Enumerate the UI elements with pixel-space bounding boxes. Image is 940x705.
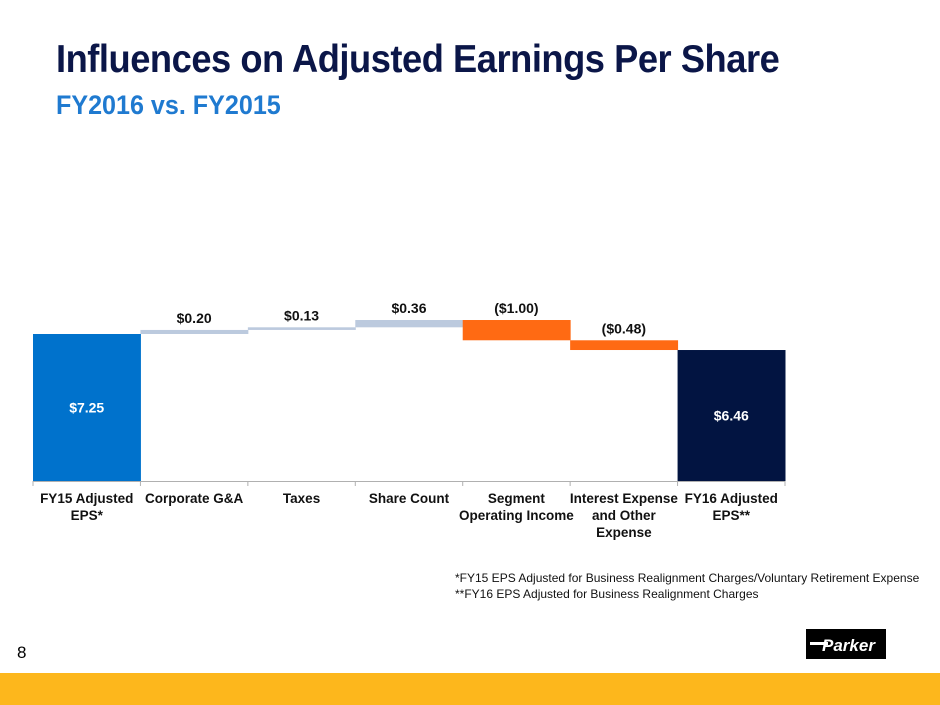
waterfall-chart: $7.25 FY15 Adjusted EPS* $0.20 Corporate G&A…: [32, 300, 786, 540]
parker-logo-text: Parker: [822, 636, 876, 655]
bar-1: [140, 329, 249, 334]
category-label-4-line-1: Operating Income: [459, 508, 574, 523]
bar-5: [570, 340, 679, 351]
data-label-1: $0.20: [177, 310, 212, 326]
category-label-5-line-2: Expense: [596, 525, 652, 540]
data-label-6: $6.46: [714, 408, 749, 424]
category-label-0: FY15 Adjusted: [40, 491, 133, 506]
footnote-fy15: *FY15 EPS Adjusted for Business Realignm…: [455, 571, 920, 585]
footer-band: [0, 673, 940, 705]
category-label-5: Interest Expense: [570, 491, 679, 506]
bar-4: [462, 320, 571, 341]
data-label-4: ($1.00): [494, 300, 538, 316]
slide-subtitle: FY2016 vs. FY2015: [56, 90, 281, 120]
data-label-3: $0.36: [391, 300, 426, 316]
bar-0: [33, 334, 141, 481]
bar-2: [247, 327, 356, 330]
footnote-fy16: **FY16 EPS Adjusted for Business Realign…: [455, 587, 759, 601]
data-label-0: $7.25: [69, 400, 104, 416]
category-label-2: Taxes: [283, 491, 320, 506]
slide-title: Influences on Adjusted Earnings Per Shar…: [56, 38, 780, 81]
page-number: 8: [17, 643, 27, 662]
category-label-5-line-1: and Other: [592, 508, 657, 523]
category-label-0-line-1: EPS*: [71, 508, 104, 523]
data-label-2: $0.13: [284, 307, 319, 323]
category-label-3: Share Count: [369, 491, 450, 506]
data-label-5: ($0.48): [602, 320, 646, 336]
parker-logo-icon: Parker: [810, 636, 876, 655]
bar-6: [677, 350, 786, 481]
bar-3: [355, 320, 464, 328]
parker-logo: Parker: [806, 629, 886, 659]
category-label-1: Corporate G&A: [145, 491, 244, 506]
category-label-6-line-1: EPS**: [713, 508, 751, 523]
category-label-6: FY16 Adjusted: [685, 491, 778, 506]
category-label-4: Segment: [488, 491, 546, 506]
